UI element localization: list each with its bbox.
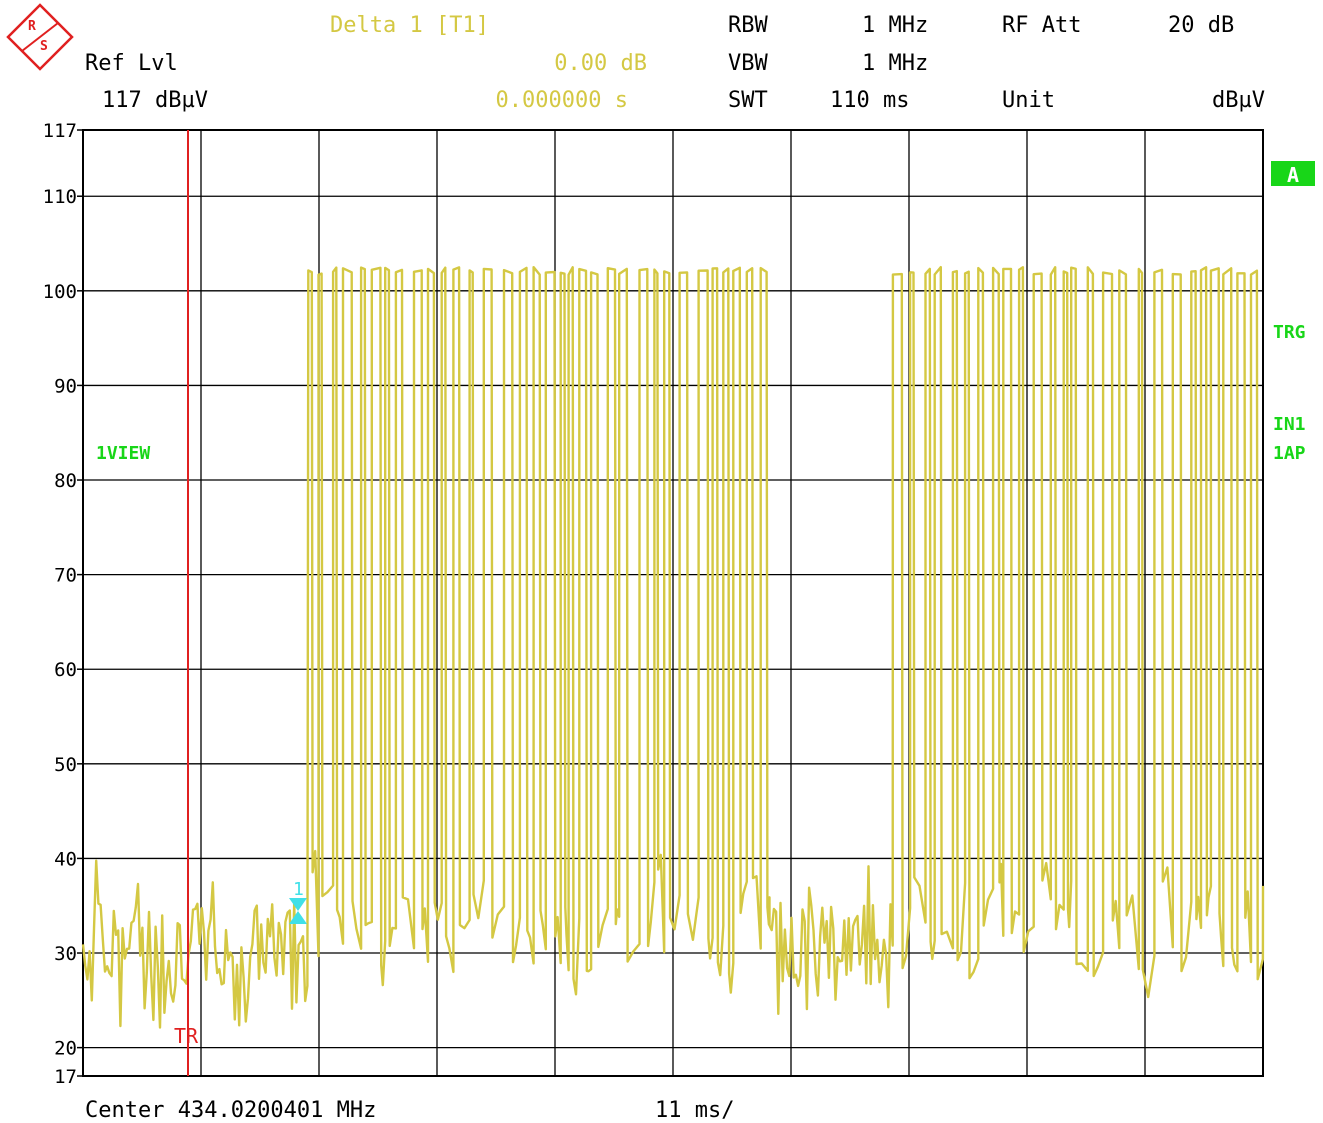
vbw-value: 1 MHz — [862, 51, 928, 76]
rf-att-label: RF Att — [1002, 13, 1081, 38]
rbw-label: RBW — [728, 13, 768, 38]
y-tick-label: 70 — [54, 565, 77, 587]
center-frequency: Center 434.0200401 MHz — [85, 1098, 376, 1123]
y-tick-label: 50 — [54, 754, 77, 776]
trace-layer — [81, 266, 1265, 1029]
y-axis-ticks: 117 110 100 90 80 70 60 50 40 30 20 17 — [43, 120, 83, 1088]
trace-series — [81, 266, 1265, 1029]
svg-text:R: R — [28, 19, 36, 34]
y-tick-label: 60 — [54, 659, 77, 681]
svg-text:S: S — [40, 39, 48, 54]
y-tick-label: 100 — [43, 281, 77, 303]
trace-a-badge — [1271, 161, 1315, 186]
y-tick-label: 117 — [43, 120, 77, 142]
unit-value: dBµV — [1212, 88, 1265, 113]
trigger-line: TR — [174, 130, 199, 1076]
y-tick-label: 20 — [54, 1038, 77, 1060]
marker-title: Delta 1 [T1] — [330, 13, 489, 38]
input-label: IN1 — [1273, 414, 1306, 435]
rbw-value: 1 MHz — [862, 13, 928, 38]
trigger-label: TRG — [1273, 322, 1306, 343]
marker-level: 0.00 dB — [554, 51, 647, 76]
trigger-marker-label: TR — [174, 1024, 199, 1048]
marker-time: 0.000000 s — [496, 88, 628, 113]
ref-level-label: Ref Lvl — [85, 51, 178, 76]
vbw-label: VBW — [728, 51, 768, 76]
y-tick-label: 17 — [54, 1066, 77, 1088]
rf-att-value: 20 dB — [1168, 13, 1234, 38]
rs-logo-icon: R S — [6, 3, 74, 71]
trace-a-label: A — [1287, 163, 1299, 187]
y-tick-label: 40 — [54, 848, 77, 870]
marker-1: 1 — [289, 879, 307, 924]
status-panel: A TRG IN1 1AP 1VIEW — [96, 161, 1315, 464]
swt-value: 110 ms — [830, 88, 909, 113]
footer: Center 434.0200401 MHz 11 ms/ — [85, 1098, 734, 1123]
avg-label: 1AP — [1273, 443, 1306, 464]
y-tick-label: 110 — [43, 186, 77, 208]
marker-number: 1 — [293, 879, 304, 900]
y-tick-label: 90 — [54, 375, 77, 397]
ref-level-value: 117 dBµV — [102, 88, 208, 113]
swt-label: SWT — [728, 88, 768, 113]
header: Delta 1 [T1] 0.00 dB 0.000000 s Ref Lvl … — [85, 13, 1265, 113]
y-tick-label: 80 — [54, 470, 77, 492]
unit-label: Unit — [1002, 88, 1055, 113]
marker-icon — [289, 898, 307, 911]
y-tick-label: 30 — [54, 943, 77, 965]
time-per-division: 11 ms/ — [655, 1098, 734, 1123]
view-label: 1VIEW — [96, 443, 150, 464]
